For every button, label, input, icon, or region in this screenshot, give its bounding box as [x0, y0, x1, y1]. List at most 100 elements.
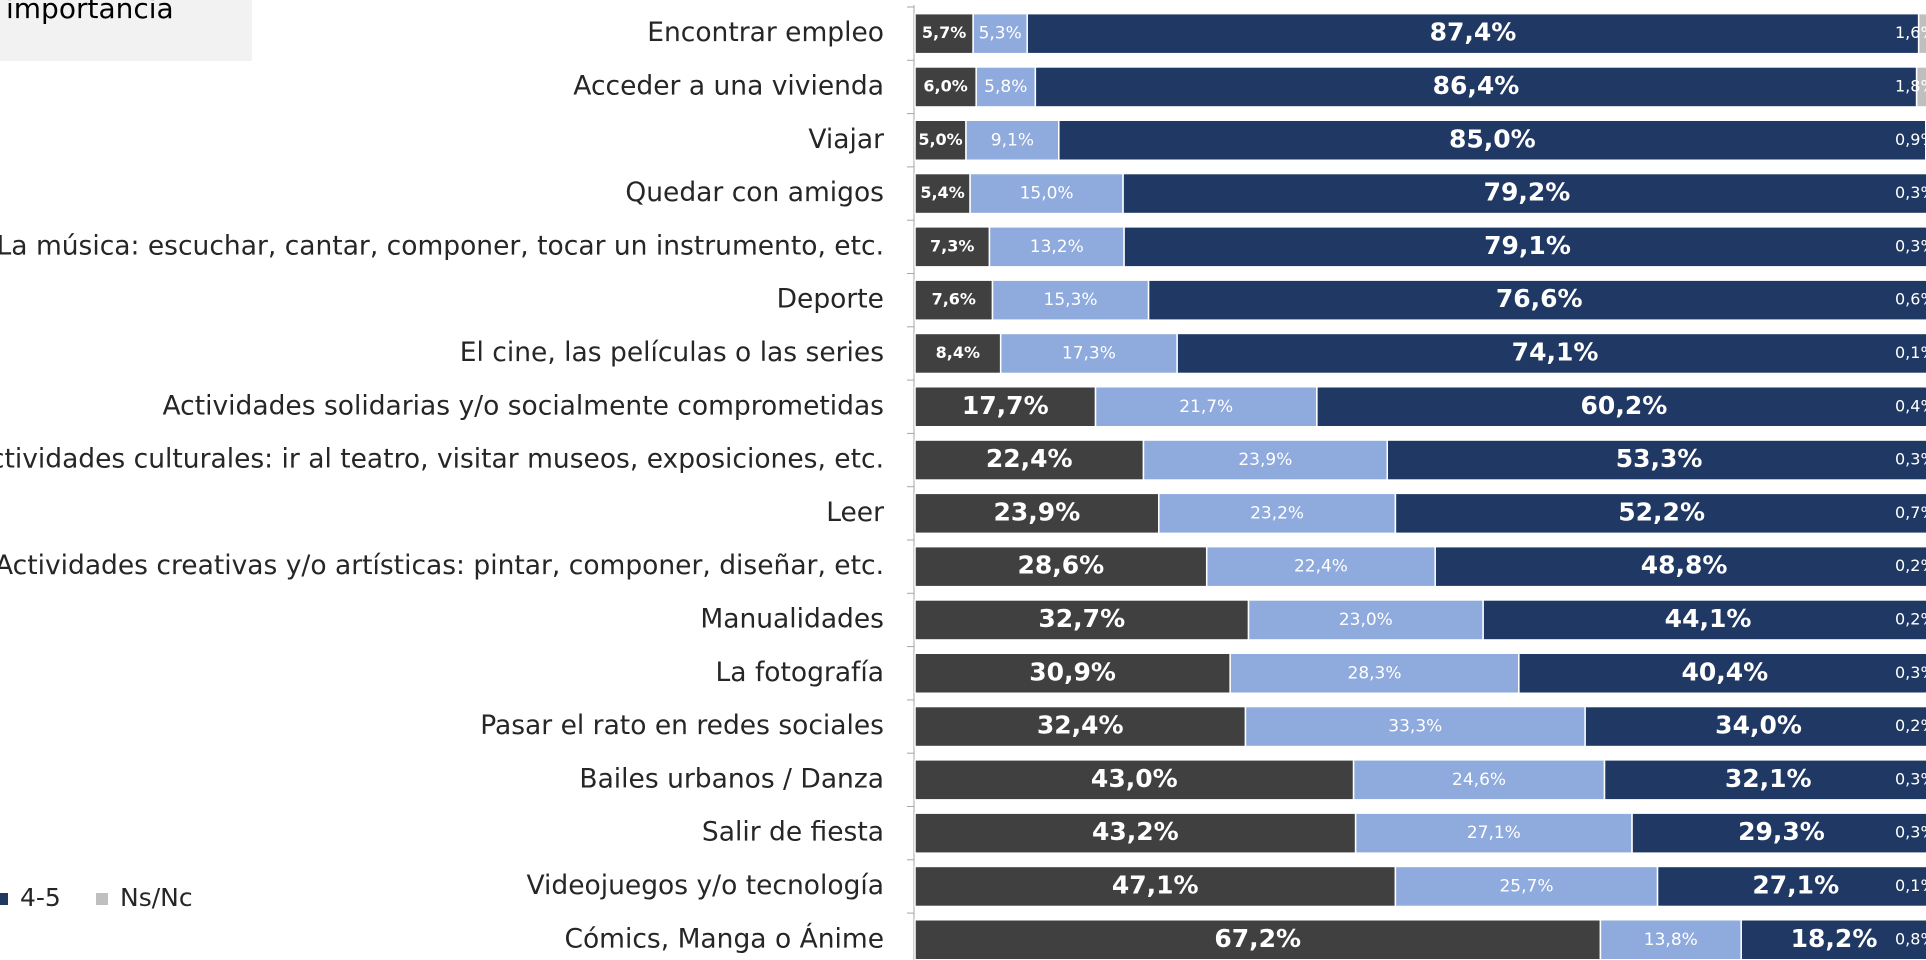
value-label: 67,2%: [1214, 924, 1301, 953]
value-label: 44,1%: [1665, 604, 1752, 633]
value-label: 43,0%: [1091, 764, 1178, 793]
bar-segment: [975, 66, 1037, 108]
category-label: Leer: [826, 497, 884, 528]
bar-segment: [914, 386, 1097, 428]
category-label: Quedar con amigos: [625, 177, 884, 208]
bar-segment: [914, 172, 971, 215]
bar-segment: [1142, 439, 1389, 481]
value-label: 0,3%: [1895, 450, 1926, 469]
category-label: Actividades creativas y/o artísticas: pi…: [0, 550, 884, 581]
category-label: Videojuegos y/o tecnología: [527, 870, 885, 901]
value-label: 13,8%: [1644, 930, 1698, 950]
value-label: 7,6%: [932, 290, 976, 309]
value-label: 52,2%: [1618, 497, 1705, 526]
bar-segment: [1034, 66, 1918, 108]
legend-label: Ns/Nc: [120, 883, 193, 912]
bar-segment: [1917, 12, 1926, 55]
value-label: 9,1%: [991, 130, 1034, 150]
value-label: 25,7%: [1499, 876, 1553, 896]
value-label: 32,7%: [1038, 604, 1125, 633]
title-box: [0, 0, 252, 61]
value-label: 0,1%: [1895, 343, 1926, 362]
value-label: 79,2%: [1484, 178, 1571, 207]
legend-label: 4-5: [20, 883, 61, 912]
bar-segment: [1122, 172, 1926, 215]
value-label: 0,6%: [1895, 290, 1926, 309]
category-label: Acceder a una vivienda: [573, 70, 884, 101]
bar-segment: [1205, 545, 1436, 588]
value-label: 17,7%: [962, 391, 1049, 420]
bar-segment: [1123, 226, 1926, 268]
value-label: 13,2%: [1030, 237, 1084, 257]
bar-segment: [1158, 492, 1397, 535]
bar-segment: [914, 812, 1357, 854]
value-label: 0,9%: [1895, 130, 1926, 149]
value-label: 0,8%: [1895, 929, 1926, 948]
value-label: 5,7%: [922, 23, 966, 42]
value-label: 5,4%: [920, 183, 964, 202]
value-label: 15,3%: [1044, 290, 1098, 310]
bar-segment: [1482, 599, 1926, 641]
bar-segment: [1058, 119, 1926, 161]
legend-swatch: [96, 893, 108, 905]
category-label: Actividades culturales: ir al teatro, vi…: [0, 444, 884, 475]
bar-segment: [1631, 812, 1926, 854]
bar-segment: [914, 332, 1002, 375]
category-label: Viajar: [808, 124, 884, 155]
value-label: 8,4%: [936, 343, 980, 362]
value-label: 40,4%: [1682, 657, 1769, 686]
category-label: El cine, las películas o las series: [460, 337, 884, 368]
legend-swatch: [0, 893, 8, 905]
value-label: 53,3%: [1616, 444, 1703, 473]
value-label: 0,3%: [1895, 183, 1926, 202]
bar-segment: [914, 919, 1602, 960]
bar-segment: [1386, 439, 1926, 481]
bar-segment: [914, 652, 1231, 694]
bar-segment: [1603, 759, 1926, 801]
value-label: 5,8%: [984, 77, 1027, 97]
bar-segment: [1656, 865, 1926, 908]
bar-segment: [914, 492, 1160, 535]
category-label: Salir de fiesta: [702, 817, 884, 848]
value-label: 23,9%: [994, 497, 1081, 526]
bar-segment: [991, 279, 1150, 321]
category-label: Deporte: [777, 284, 884, 315]
bar-segment: [965, 119, 1060, 161]
bar-segment: [1316, 386, 1926, 428]
bar-segment: [914, 12, 974, 55]
value-label: 0,7%: [1895, 503, 1926, 522]
value-label: 27,1%: [1752, 870, 1839, 899]
bar-segment: [1094, 386, 1318, 428]
value-label: 48,8%: [1641, 551, 1728, 580]
value-label: 21,7%: [1179, 397, 1233, 417]
value-label: 1,6%: [1895, 23, 1926, 42]
value-label: 18,2%: [1791, 924, 1878, 953]
value-label: 0,4%: [1895, 396, 1926, 415]
category-label: La fotografía: [716, 657, 884, 688]
value-label: 0,2%: [1895, 609, 1926, 628]
value-label: 47,1%: [1112, 870, 1199, 899]
value-label: 0,3%: [1895, 823, 1926, 842]
bar-segment: [1434, 545, 1926, 588]
bar-segment: [1599, 919, 1742, 960]
bar-segment: [1740, 919, 1926, 960]
value-label: 1,8%: [1895, 76, 1926, 95]
value-label: 0,3%: [1895, 236, 1926, 255]
value-label: 24,6%: [1452, 770, 1506, 790]
value-label: 27,1%: [1467, 823, 1521, 843]
bar-segment: [1518, 652, 1926, 694]
bar-segment: [969, 172, 1124, 215]
value-label: 32,1%: [1725, 764, 1812, 793]
category-label: Manualidades: [700, 603, 884, 634]
category-label: Cómics, Manga o Ánime: [564, 922, 884, 954]
value-label: 5,3%: [979, 24, 1022, 44]
bar-segment: [914, 279, 994, 321]
bar-segment: [972, 12, 1028, 55]
value-label: 74,1%: [1512, 337, 1599, 366]
bar-segment: [1244, 705, 1586, 748]
value-label: 43,2%: [1092, 817, 1179, 846]
value-label: 76,6%: [1496, 284, 1583, 313]
value-label: 28,3%: [1348, 663, 1402, 683]
value-label: 23,2%: [1250, 503, 1304, 523]
